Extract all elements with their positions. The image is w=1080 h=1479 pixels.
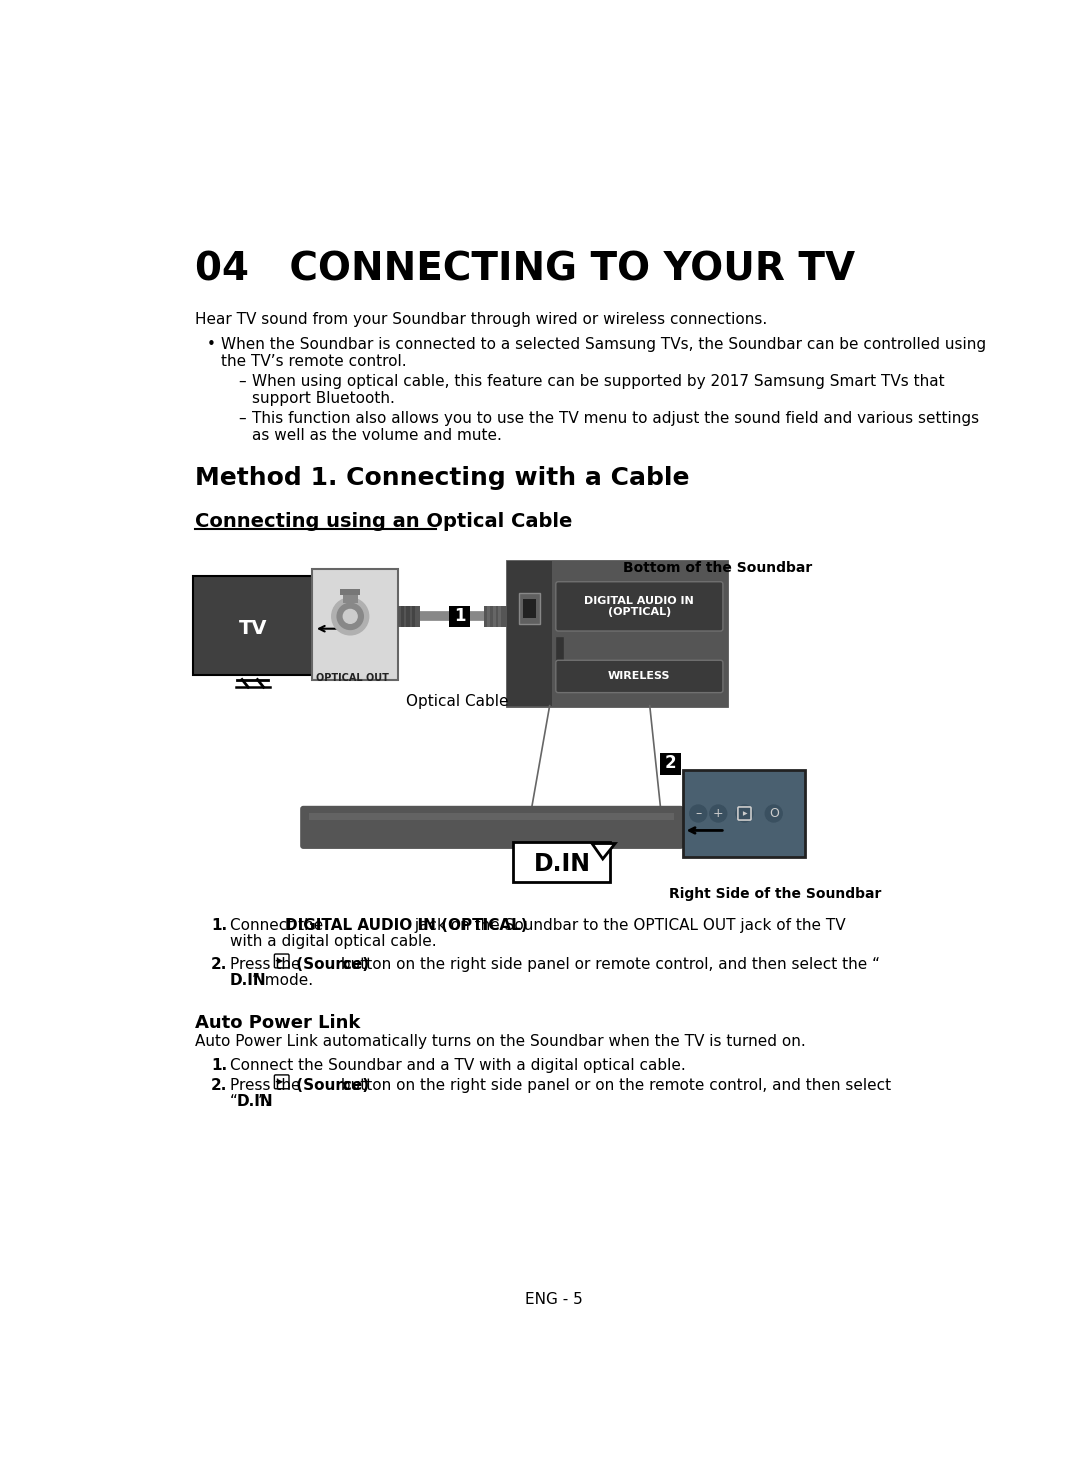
FancyBboxPatch shape (513, 842, 610, 881)
FancyBboxPatch shape (193, 577, 312, 674)
Polygon shape (278, 1080, 283, 1084)
Text: Press the: Press the (230, 957, 306, 973)
Text: 1: 1 (454, 606, 465, 624)
FancyBboxPatch shape (487, 605, 490, 627)
Text: Auto Power Link automatically turns on the Soundbar when the TV is turned on.: Auto Power Link automatically turns on t… (195, 1034, 806, 1049)
FancyBboxPatch shape (524, 599, 536, 618)
FancyBboxPatch shape (449, 605, 471, 627)
Polygon shape (278, 958, 283, 964)
Text: When using optical cable, this feature can be supported by 2017 Samsung Smart TV: When using optical cable, this feature c… (252, 374, 944, 407)
Text: WIRELESS: WIRELESS (608, 671, 671, 682)
Text: D.IN: D.IN (237, 1094, 273, 1109)
Text: 2: 2 (664, 754, 676, 772)
Text: 1.: 1. (211, 1057, 227, 1072)
Text: Method 1. Connecting with a Cable: Method 1. Connecting with a Cable (195, 466, 690, 490)
Circle shape (690, 805, 706, 822)
Text: O: O (769, 808, 779, 819)
FancyBboxPatch shape (401, 605, 404, 627)
Circle shape (332, 598, 368, 634)
Text: DIGITAL AUDIO IN
(OPTICAL): DIGITAL AUDIO IN (OPTICAL) (584, 596, 694, 617)
Text: with a digital optical cable.: with a digital optical cable. (230, 933, 436, 948)
Text: TV: TV (239, 620, 267, 639)
Text: (Source): (Source) (291, 957, 369, 973)
Text: –: – (238, 411, 245, 426)
FancyBboxPatch shape (397, 605, 419, 627)
Text: •: • (207, 337, 216, 352)
Text: +: + (713, 808, 724, 819)
Text: 04   CONNECTING TO YOUR TV: 04 CONNECTING TO YOUR TV (195, 250, 855, 288)
Text: Connect the: Connect the (230, 918, 328, 933)
Text: Optical Cable: Optical Cable (406, 694, 509, 708)
Text: button on the right side panel or remote control, and then select the “: button on the right side panel or remote… (336, 957, 879, 973)
Text: “: “ (230, 1094, 238, 1109)
Text: When the Soundbar is connected to a selected Samsung TVs, the Soundbar can be co: When the Soundbar is connected to a sele… (220, 337, 986, 370)
Polygon shape (743, 810, 747, 816)
FancyBboxPatch shape (498, 605, 501, 627)
FancyBboxPatch shape (406, 605, 409, 627)
Text: D.IN: D.IN (230, 973, 267, 988)
Text: D.IN: D.IN (534, 852, 591, 876)
Text: ” mode.: ” mode. (252, 973, 313, 988)
Text: Hear TV sound from your Soundbar through wired or wireless connections.: Hear TV sound from your Soundbar through… (195, 312, 768, 327)
Text: 2.: 2. (211, 957, 227, 973)
Text: ENG - 5: ENG - 5 (525, 1293, 582, 1307)
Text: Connecting using an Optical Cable: Connecting using an Optical Cable (195, 512, 572, 531)
Text: Connect the Soundbar and a TV with a digital optical cable.: Connect the Soundbar and a TV with a dig… (230, 1057, 686, 1072)
FancyBboxPatch shape (518, 593, 540, 624)
Text: Press the: Press the (230, 1078, 306, 1093)
Text: Bottom of the Soundbar: Bottom of the Soundbar (623, 561, 812, 575)
Circle shape (735, 805, 753, 822)
FancyBboxPatch shape (312, 568, 397, 680)
FancyBboxPatch shape (555, 636, 564, 661)
FancyBboxPatch shape (660, 753, 681, 775)
FancyBboxPatch shape (300, 806, 684, 849)
Text: Right Side of the Soundbar: Right Side of the Soundbar (669, 887, 881, 901)
Text: jack on the Soundbar to the OPTICAL OUT jack of the TV: jack on the Soundbar to the OPTICAL OUT … (410, 918, 846, 933)
FancyBboxPatch shape (508, 561, 727, 705)
FancyBboxPatch shape (340, 589, 361, 595)
Text: 2.: 2. (211, 1078, 227, 1093)
FancyBboxPatch shape (556, 581, 723, 632)
Text: ”.: ”. (258, 1094, 271, 1109)
Text: Auto Power Link: Auto Power Link (195, 1015, 361, 1032)
FancyBboxPatch shape (556, 660, 723, 692)
FancyBboxPatch shape (484, 605, 508, 627)
Text: OPTICAL OUT: OPTICAL OUT (316, 673, 389, 683)
FancyBboxPatch shape (508, 561, 552, 705)
Text: DIGITAL AUDIO IN (OPTICAL): DIGITAL AUDIO IN (OPTICAL) (285, 918, 527, 933)
Text: –: – (696, 808, 701, 819)
FancyBboxPatch shape (342, 592, 357, 603)
FancyBboxPatch shape (411, 605, 415, 627)
FancyBboxPatch shape (492, 605, 496, 627)
Polygon shape (592, 843, 616, 859)
Text: –: – (238, 374, 245, 389)
Circle shape (710, 805, 727, 822)
FancyBboxPatch shape (683, 771, 805, 856)
Circle shape (766, 805, 782, 822)
Text: (Source): (Source) (291, 1078, 369, 1093)
Text: button on the right side panel or on the remote control, and then select: button on the right side panel or on the… (336, 1078, 891, 1093)
Circle shape (343, 609, 357, 623)
Text: This function also allows you to use the TV menu to adjust the sound field and v: This function also allows you to use the… (252, 411, 978, 444)
FancyBboxPatch shape (309, 813, 674, 819)
Circle shape (337, 603, 363, 630)
Text: 1.: 1. (211, 918, 227, 933)
